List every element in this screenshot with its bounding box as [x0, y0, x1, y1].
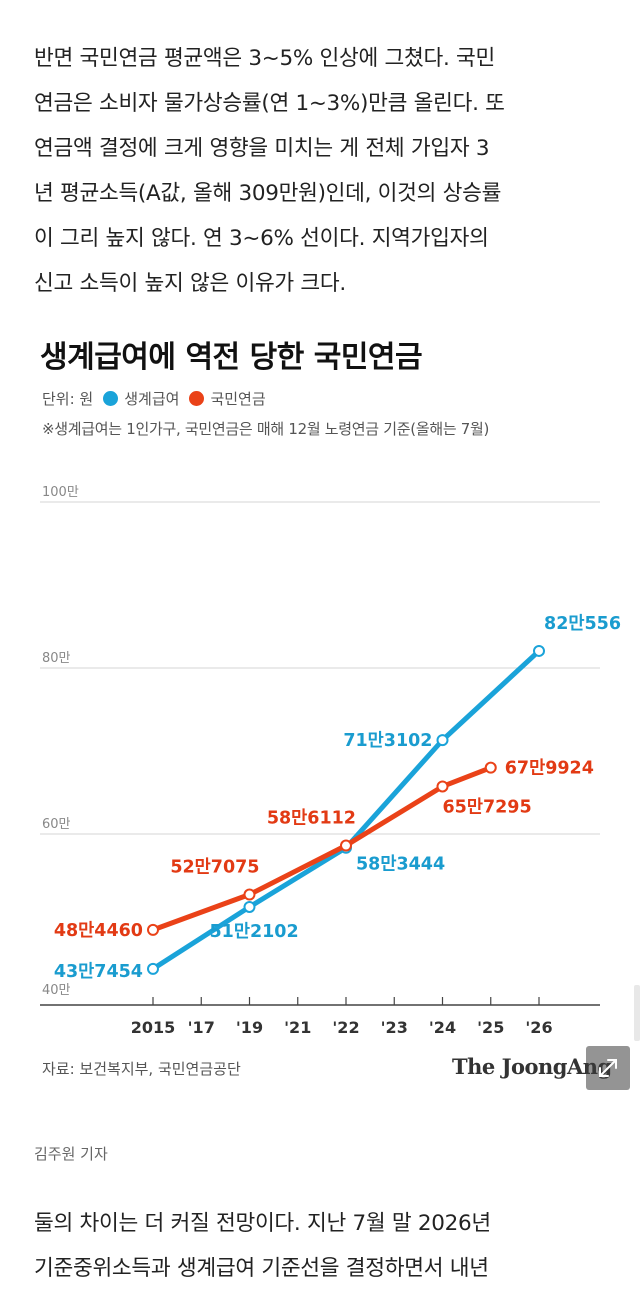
data-point [147, 923, 159, 936]
legend-dot-pension-icon [189, 391, 205, 406]
reporter-byline: 김주원 기자 [34, 1145, 108, 1163]
x-tick-label: '26 [525, 1018, 552, 1037]
data-point [243, 888, 256, 901]
data-label: 51만2102 [210, 922, 299, 942]
data-point [340, 839, 352, 852]
legend-label-pension: 국민연금 [210, 390, 266, 408]
expand-icon [599, 1059, 617, 1077]
data-point [533, 644, 545, 657]
x-tick-label: '23 [381, 1018, 408, 1037]
line-chart: 40만 60만 80만 100만 2015 '17 '19 '21 '22 '23 '24 '25 '2… [40, 485, 621, 1037]
x-tick-label: 2015 [131, 1018, 176, 1037]
data-label: 48만4460 [54, 921, 143, 941]
chart-legend: 단위: 원 생계급여 국민연금 [42, 388, 266, 409]
x-tick-label: '21 [284, 1018, 311, 1037]
data-label: 67만9924 [505, 759, 594, 779]
data-point [484, 761, 497, 774]
x-tick-label: '22 [332, 1018, 359, 1037]
chart-source: 자료: 보건복지부, 국민연금공단 [42, 1060, 241, 1078]
x-tick-label: '17 [188, 1018, 215, 1037]
chart-note: ※생계급여는 1인가구, 국민연금은 매해 12월 노령연금 기준(올해는 7월… [42, 420, 490, 438]
y-tick-label: 80만 [42, 651, 71, 666]
data-label: 52만7075 [170, 858, 259, 878]
data-point [436, 734, 449, 747]
x-tick-label: '25 [477, 1018, 504, 1037]
data-point [243, 900, 256, 913]
publisher-logo: The JoongAng [452, 1054, 612, 1079]
y-tick-label: 60만 [42, 817, 71, 832]
data-label: 58만6112 [267, 809, 356, 829]
x-tick-label: '19 [236, 1018, 263, 1037]
y-tick-label: 100만 [42, 485, 79, 500]
expand-image-button[interactable] [586, 1046, 630, 1090]
series-line-1 [150, 765, 494, 933]
x-tick-label: '24 [429, 1018, 456, 1037]
article-paragraph-top: 반면 국민연금 평균액은 3~5% 인상에 그쳤다. 국민 연금은 소비자 물가… [34, 46, 505, 296]
data-label: 43만7454 [54, 962, 143, 982]
chart-title: 생계급여에 역전 당한 국민연금 [40, 340, 423, 375]
y-tick-label: 40만 [42, 983, 71, 998]
data-label: 58만3444 [356, 855, 445, 875]
legend-unit-label: 단위: 원 [42, 390, 94, 408]
data-label: 71만3102 [343, 731, 432, 751]
legend-dot-livelihood-icon [103, 391, 119, 406]
data-point [436, 780, 449, 793]
data-label: 82만556 [544, 614, 621, 634]
scroll-handle[interactable] [634, 985, 640, 1041]
data-point [147, 962, 159, 975]
article-paragraph-bottom: 둘의 차이는 더 커질 전망이다. 지난 7월 말 2026년 기준중위소득과 … [34, 1211, 491, 1281]
data-label: 65만7295 [443, 797, 532, 817]
legend-label-livelihood: 생계급여 [124, 390, 180, 408]
